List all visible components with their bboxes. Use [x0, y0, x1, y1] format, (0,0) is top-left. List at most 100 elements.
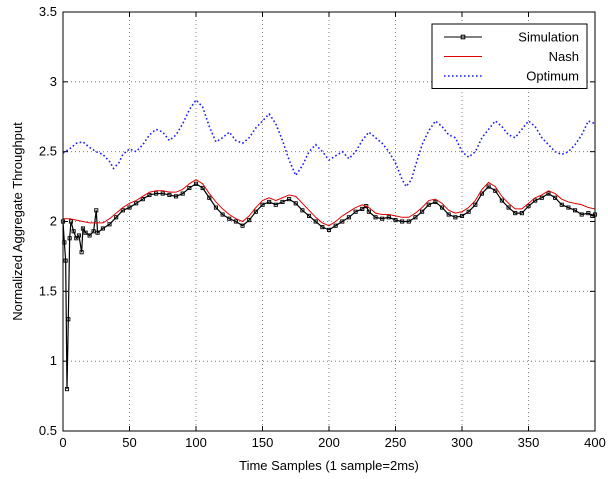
- data-point-marker: [346, 215, 352, 220]
- legend: Simulation Nash Optimum: [431, 23, 588, 89]
- data-point-marker: [173, 194, 179, 199]
- data-point-marker: [293, 201, 298, 206]
- data-point-marker: [340, 219, 345, 224]
- data-point-marker: [326, 227, 332, 232]
- data-point-marker: [473, 202, 478, 207]
- data-point-marker: [83, 230, 88, 235]
- data-point-marker: [134, 201, 139, 206]
- series-group: [60, 98, 598, 392]
- data-point-marker: [546, 191, 551, 196]
- data-point-marker: [573, 208, 578, 213]
- data-point-marker: [307, 213, 312, 218]
- data-point-marker: [459, 213, 465, 218]
- data-point-marker: [513, 211, 518, 216]
- data-point-marker: [71, 229, 76, 234]
- data-point-marker: [220, 212, 225, 217]
- data-point-marker: [68, 219, 74, 224]
- data-point-marker: [360, 206, 365, 211]
- data-point-marker: [240, 223, 245, 228]
- data-point-marker: [440, 205, 445, 210]
- data-point-marker: [486, 184, 491, 189]
- data-point-marker: [114, 215, 119, 220]
- data-point-marker: [406, 219, 411, 224]
- data-point-marker: [147, 192, 152, 198]
- data-point-marker: [287, 197, 292, 202]
- data-point-marker: [366, 209, 371, 214]
- y-tick-label: 3.5: [39, 4, 57, 19]
- y-axis-ticks: 0.5 1 1.5 2 2.5 3 3.5: [39, 4, 595, 438]
- data-point-marker: [63, 258, 68, 263]
- data-point-marker: [526, 204, 531, 209]
- legend-marker: [460, 34, 466, 40]
- x-tick-label: 250: [385, 435, 407, 450]
- x-axis-label: Time Samples (1 sample=2ms): [239, 458, 419, 473]
- data-point-marker: [247, 218, 252, 223]
- y-tick-label: 1.5: [39, 283, 57, 298]
- data-point-marker: [420, 209, 425, 214]
- x-tick-label: 0: [59, 435, 66, 450]
- data-point-marker: [320, 225, 325, 230]
- data-point-marker: [140, 197, 145, 202]
- grid-lines: [63, 12, 595, 431]
- data-point-marker: [533, 198, 538, 203]
- data-point-marker: [76, 233, 82, 238]
- y-tick-label: 2: [50, 214, 57, 229]
- y-tick-label: 1: [50, 353, 57, 368]
- data-point-marker: [300, 208, 305, 213]
- data-point-marker: [91, 229, 96, 234]
- data-point-marker: [433, 199, 438, 204]
- data-point-marker: [67, 236, 72, 241]
- x-tick-label: 150: [252, 435, 274, 450]
- data-point-marker: [213, 205, 219, 210]
- data-point-marker: [87, 233, 92, 238]
- data-point-marker: [127, 205, 132, 210]
- legend-label-simulation: Simulation: [518, 30, 579, 45]
- data-point-marker: [333, 223, 338, 228]
- data-point-marker: [74, 236, 79, 241]
- data-point-marker: [233, 219, 238, 224]
- data-point-marker: [200, 185, 205, 191]
- data-point-marker: [479, 191, 485, 196]
- data-point-marker: [493, 188, 498, 193]
- data-point-marker: [393, 218, 398, 223]
- data-point-marker: [107, 222, 112, 227]
- data-point-marker: [280, 199, 285, 204]
- data-point-marker: [66, 317, 71, 322]
- data-point-marker: [380, 216, 385, 221]
- y-tick-label: 3: [50, 74, 57, 89]
- data-point-marker: [120, 208, 125, 213]
- data-point-marker: [167, 192, 172, 198]
- x-tick-label: 300: [451, 435, 473, 450]
- data-point-marker: [260, 202, 265, 207]
- data-point-marker: [559, 202, 564, 207]
- data-point-marker: [207, 195, 212, 200]
- data-point-marker: [187, 185, 192, 191]
- legend-label-nash: Nash: [549, 49, 579, 64]
- data-point-marker: [453, 215, 458, 220]
- x-tick-label: 400: [584, 435, 606, 450]
- data-point-marker: [426, 202, 431, 207]
- data-point-marker: [519, 211, 524, 216]
- data-point-marker: [193, 181, 199, 186]
- legend-label-optimum: Optimum: [526, 69, 579, 84]
- plot-frame: [62, 11, 596, 432]
- data-point-marker: [499, 198, 504, 203]
- data-point-marker: [227, 216, 232, 221]
- x-tick-label: 200: [318, 435, 340, 450]
- data-point-marker: [413, 215, 418, 220]
- series-line-simulation: [62, 183, 596, 390]
- data-point-marker: [446, 212, 451, 217]
- data-point-marker: [566, 205, 571, 210]
- x-tick-label: 100: [185, 435, 207, 450]
- data-point-marker: [353, 209, 358, 214]
- y-axis-label: Normalized Aggregate Throughput: [10, 122, 25, 321]
- data-point-marker: [579, 212, 584, 217]
- x-tick-label: 50: [122, 435, 136, 450]
- data-point-marker: [586, 211, 591, 216]
- data-point-marker: [273, 202, 278, 207]
- y-tick-label: 2.5: [39, 144, 57, 159]
- y-tick-label: 0.5: [39, 423, 57, 438]
- data-point-marker: [64, 387, 70, 392]
- data-point-marker: [313, 219, 318, 224]
- data-point-marker: [267, 199, 272, 204]
